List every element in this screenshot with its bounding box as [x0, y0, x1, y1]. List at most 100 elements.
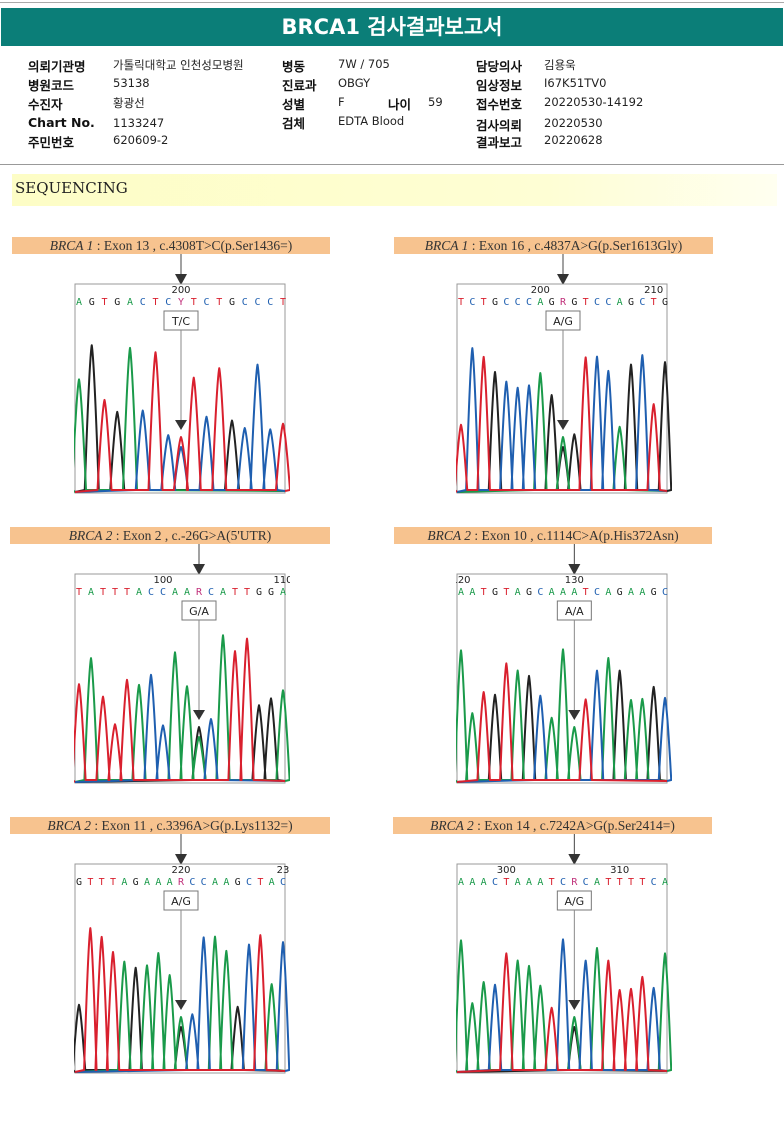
- base-call: G: [268, 587, 274, 598]
- info-label: 검체: [282, 116, 306, 131]
- info-label: 병원코드: [28, 78, 75, 93]
- variant-arrow: [175, 420, 187, 430]
- trace-A: [456, 648, 668, 783]
- base-call: T: [583, 587, 589, 598]
- base-call: C: [165, 297, 171, 308]
- base-call: A: [88, 587, 94, 598]
- trace-G: [74, 966, 286, 1073]
- variant-arrow: [568, 710, 581, 720]
- gene-name: BRCA 2: [427, 528, 471, 543]
- section-header: SEQUENCING: [12, 174, 777, 206]
- info-value: EDTA Blood: [338, 114, 405, 128]
- chromatogram: 120130AATGTAGCAAATCAGAAGCA/A: [456, 544, 672, 784]
- base-call: G: [89, 297, 95, 308]
- base-call: G: [617, 587, 623, 598]
- base-call: C: [639, 297, 645, 308]
- variant-detail: : Exon 14 , c.7242A>G(p.Ser2414=): [473, 818, 675, 833]
- base-call: G: [76, 877, 82, 888]
- base-call: T: [112, 587, 118, 598]
- base-call: A: [526, 877, 532, 888]
- base-call: G: [256, 587, 262, 598]
- base-call: C: [189, 877, 195, 888]
- base-call: T: [76, 587, 82, 598]
- base-call: A: [560, 587, 566, 598]
- base-call: A: [220, 587, 226, 598]
- info-label: 성별: [282, 97, 306, 112]
- base-call: C: [280, 877, 286, 888]
- gene-name: BRCA 2: [68, 528, 113, 543]
- base-call: A: [537, 877, 543, 888]
- base-call: C: [242, 297, 248, 308]
- info-value: 20220530-14192: [544, 95, 644, 109]
- base-call: A: [458, 587, 464, 598]
- age-value: 59: [428, 95, 443, 109]
- variant-label: BRCA 2 : Exon 14 , c.7242A>G(p.Ser2414=): [393, 817, 712, 834]
- base-call: T: [244, 587, 250, 598]
- info-label: 병동: [282, 59, 306, 74]
- gene-name: BRCA 1: [424, 238, 469, 253]
- variant-panel: BRCA 2 : Exon 10 , c.1114C>A(p.His372Asn…: [390, 527, 712, 797]
- info-label: 의뢰기관명: [28, 59, 86, 74]
- base-call: A: [458, 877, 464, 888]
- base-call: T: [617, 877, 623, 888]
- base-call: G: [133, 877, 139, 888]
- variant-label: BRCA 1 : Exon 13 , c.4308T>C(p.Ser1436=): [12, 237, 330, 254]
- base-call: C: [594, 587, 600, 598]
- base-call: G: [651, 587, 657, 598]
- position-tick: 200: [171, 285, 190, 296]
- base-call: A: [144, 877, 150, 888]
- base-call: C: [515, 297, 521, 308]
- info-value: 김용욱: [544, 58, 576, 72]
- base-call: C: [208, 587, 214, 598]
- genotype-label: A/A: [565, 605, 584, 618]
- info-value: F: [338, 95, 345, 109]
- base-call: C: [583, 877, 589, 888]
- info-label: 진료과: [282, 78, 317, 93]
- section-title: SEQUENCING: [15, 179, 128, 197]
- variant-detail: : Exon 11 , c.3396A>G(p.Lys1132=): [90, 818, 293, 833]
- base-call: T: [639, 877, 645, 888]
- base-call: T: [481, 587, 487, 598]
- info-label: 결과보고: [476, 135, 523, 150]
- trace-G: [74, 697, 286, 783]
- base-call: T: [583, 297, 589, 308]
- info-value: 가톨릭대학교 인천성모병원: [113, 58, 244, 72]
- base-call: G: [526, 587, 532, 598]
- base-call: A: [549, 587, 555, 598]
- base-call: A: [136, 587, 142, 598]
- position-arrow: [557, 254, 569, 285]
- variant-arrow: [193, 710, 205, 720]
- info-label: 접수번호: [476, 97, 523, 112]
- trace-A: [456, 372, 668, 493]
- trace-A: [74, 935, 286, 1073]
- trace-T: [456, 662, 668, 783]
- genotype-label: T/C: [171, 315, 190, 328]
- base-call: C: [662, 587, 668, 598]
- genotype-label: A/G: [564, 895, 584, 908]
- base-call: A: [662, 877, 668, 888]
- base-call: C: [246, 877, 252, 888]
- position-arrow: [193, 544, 205, 575]
- position-tick: 310: [610, 865, 629, 876]
- trace-C: [74, 936, 290, 1073]
- gene-name: BRCA 1: [49, 238, 94, 253]
- base-call: C: [560, 877, 566, 888]
- base-call: T: [605, 877, 611, 888]
- trace-G: [74, 344, 286, 493]
- genotype-label: G/A: [189, 605, 209, 618]
- variant-arrow: [175, 1000, 187, 1010]
- info-label: 임상정보: [476, 78, 523, 93]
- trace-T: [456, 355, 668, 493]
- info-value: 1133247: [113, 116, 165, 130]
- info-value: 620609-2: [113, 133, 169, 147]
- base-call: T: [87, 877, 93, 888]
- base-call: G: [229, 297, 235, 308]
- trace-C: [74, 673, 286, 783]
- base-call: G: [492, 587, 498, 598]
- base-call: C: [594, 297, 600, 308]
- base-call: C: [160, 587, 166, 598]
- base-call: G: [571, 297, 577, 308]
- base-call: T: [651, 297, 657, 308]
- base-call: G: [628, 297, 634, 308]
- base-call: T: [481, 297, 487, 308]
